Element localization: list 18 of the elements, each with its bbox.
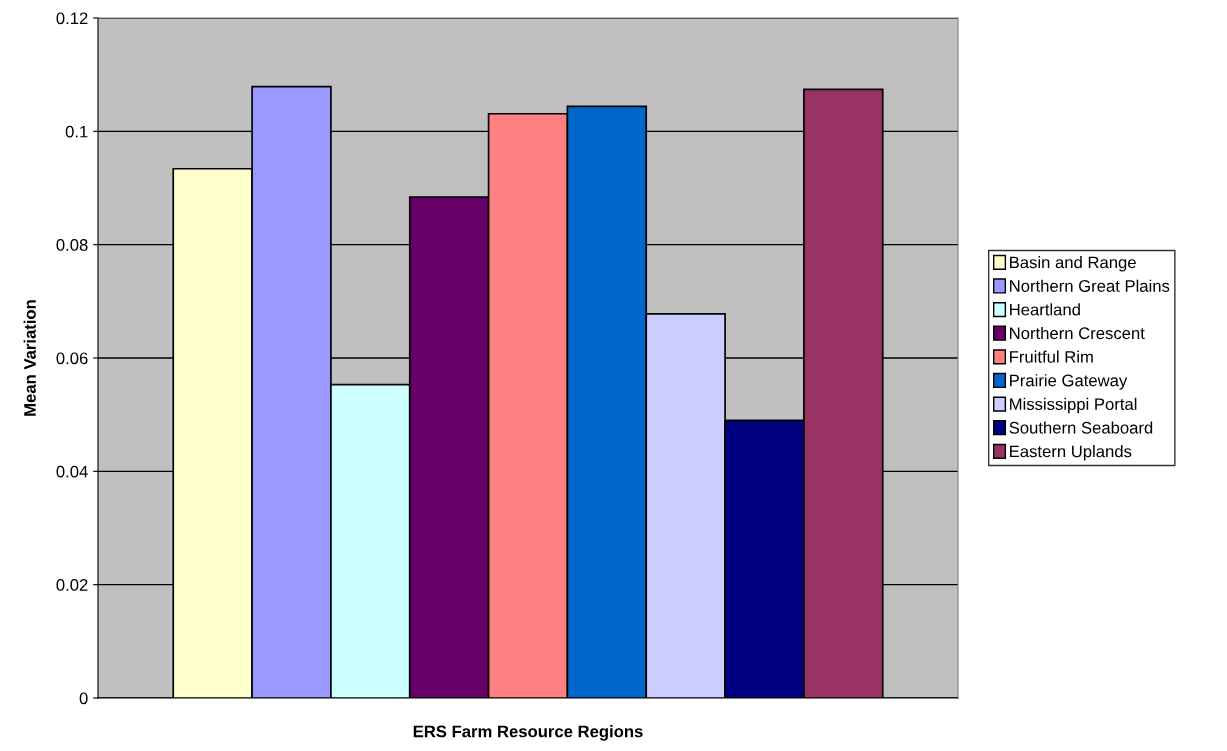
y-tick-label: 0.06 (56, 352, 88, 365)
y-tick-label: 0.04 (56, 465, 88, 478)
legend-label: Mississippi Portal (1010, 397, 1137, 414)
legend-label: Fruitful Rim (1010, 350, 1093, 363)
legend-label: Southern Seaboard (1009, 421, 1153, 434)
y-tick-label: 0.12 (56, 12, 88, 25)
y-tick-label: 0 (79, 692, 88, 705)
legend-label: Prairie Gateway (1010, 374, 1128, 390)
y-axis-title: Mean Variation (23, 300, 36, 416)
legend-label: Eastern Uplands (1010, 445, 1132, 461)
y-tick-label: 0.08 (56, 239, 88, 251)
legend-label: Northern Great Plains (1010, 279, 1170, 292)
legend-label: Heartland (1010, 303, 1080, 316)
legend-label: Northern Crescent (1010, 326, 1145, 340)
x-axis-title: ERS Farm Resource Regions (413, 725, 643, 741)
y-tick-label: 0.02 (56, 579, 88, 591)
legend-label: Basin and Range (1010, 256, 1136, 272)
y-tick-label: 0.1 (65, 125, 88, 138)
